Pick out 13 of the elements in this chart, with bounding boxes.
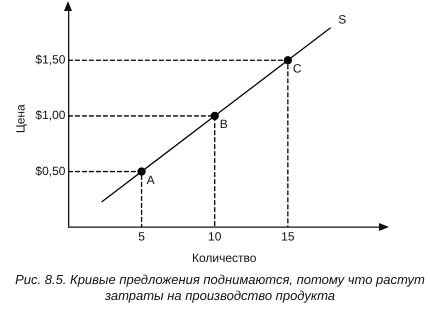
text: Рис. 8.5. Кривые предложения поднимаются, потому что растут затраты на производство продукта: [14, 272, 426, 304]
y-tick-label: $1,00: [35, 108, 66, 122]
x-tick-label: 10: [208, 230, 222, 244]
x-tick-label: 5: [138, 230, 146, 244]
x-axis-title: Количество: [192, 251, 257, 266]
x-tick-label: 15: [281, 230, 295, 244]
annotation: B: [220, 117, 228, 132]
y-axis-title: Цена: [14, 104, 28, 134]
y-tick-label: $1,50: [35, 52, 66, 67]
annotation: S: [338, 12, 346, 26]
annotation: C: [292, 62, 302, 76]
y-tick-label: $0,50: [35, 164, 66, 178]
annotation: A: [146, 172, 155, 187]
